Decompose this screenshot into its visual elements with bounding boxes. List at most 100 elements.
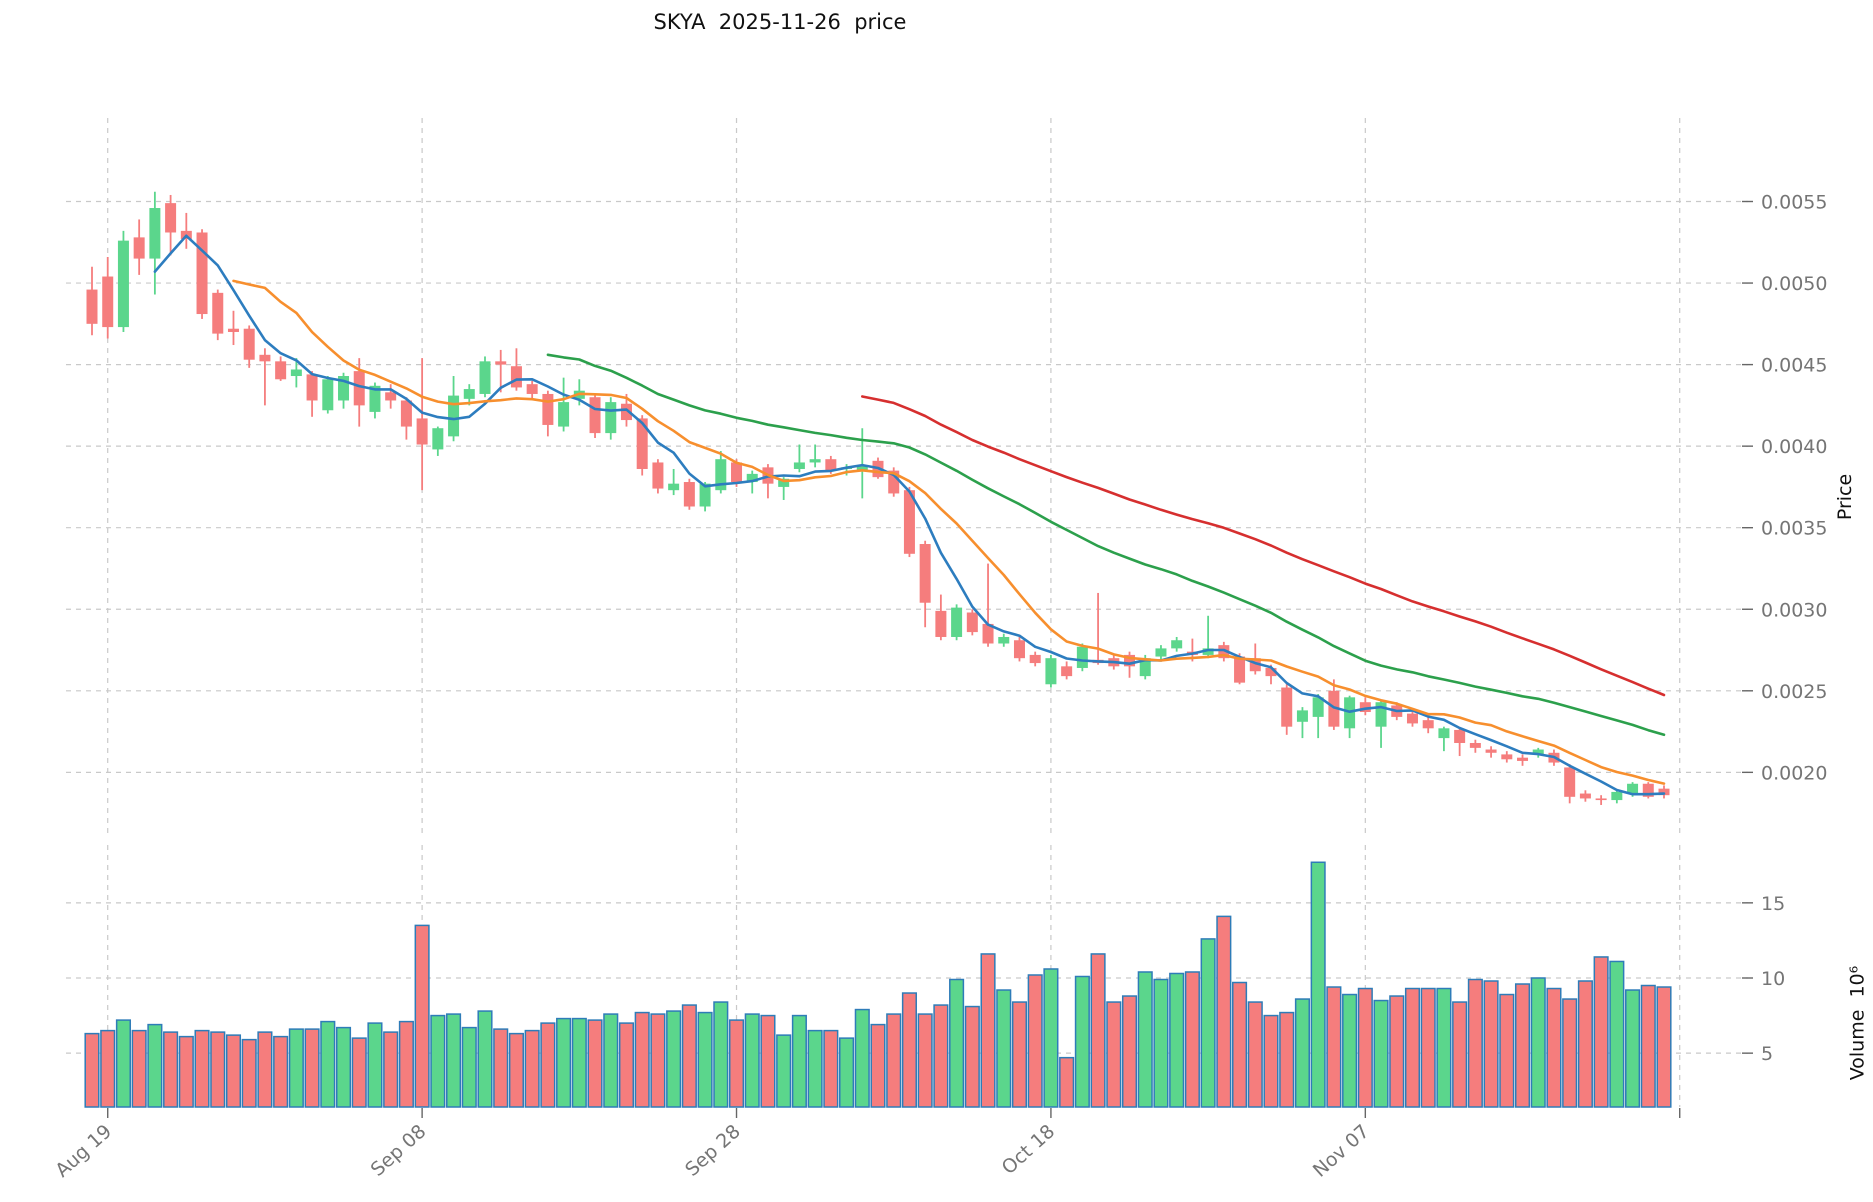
volume-bar [477, 1010, 493, 1108]
candle-body [1595, 798, 1607, 801]
candle-body [306, 374, 318, 401]
candle-body [212, 292, 224, 334]
volume-bar [1420, 987, 1436, 1108]
volume-bar [1357, 987, 1373, 1108]
candle-body [117, 240, 129, 328]
volume-bar [917, 1013, 933, 1108]
volume-bar [194, 1029, 210, 1108]
volume-bar [603, 1013, 619, 1108]
volume-bar [681, 1004, 697, 1108]
volume-bar [1106, 1001, 1122, 1108]
volume-bar [257, 1031, 273, 1108]
volume-bar [1546, 987, 1562, 1108]
candle-body [1029, 654, 1041, 664]
volume-bar [650, 1013, 666, 1108]
volume-bar [351, 1037, 367, 1108]
price-tick-label: 0.0035 [1761, 518, 1827, 540]
candle-body [1155, 648, 1167, 657]
candle-body [479, 361, 491, 394]
volume-bar [823, 1029, 839, 1108]
candle-body [1312, 697, 1324, 717]
ma-10-line [232, 279, 1666, 785]
candle-body [322, 379, 334, 411]
volume-bar [1389, 995, 1405, 1108]
candle-body [793, 462, 805, 469]
volume-bar [964, 1005, 980, 1108]
candle-body [888, 470, 900, 494]
candle-body [385, 392, 397, 401]
candle-body [589, 397, 601, 434]
volume-bar [524, 1029, 540, 1108]
volume-bar [949, 978, 965, 1108]
volume-bar [1326, 986, 1342, 1108]
volume-bar [1153, 978, 1169, 1108]
price-tick-label: 0.0030 [1761, 599, 1827, 621]
volume-bar [1577, 980, 1593, 1108]
volume-bar [933, 1004, 949, 1108]
volume-bar [1043, 968, 1059, 1108]
candle-body [369, 385, 381, 412]
volume-bar [854, 1008, 870, 1108]
volume-bar [634, 1011, 650, 1108]
date-tick-label: Sep 08 [367, 1120, 431, 1181]
volume-bar [618, 1022, 635, 1108]
candle-body [998, 636, 1010, 644]
volume-bar [1310, 861, 1326, 1108]
volume-bar [163, 1031, 179, 1108]
chart-title: SKYA 2025-11-26 price [653, 10, 907, 34]
volume-bar [367, 1022, 383, 1108]
candle-body [1375, 702, 1387, 727]
volume-bar [1121, 995, 1138, 1108]
candle-body [856, 465, 868, 471]
candle-body [1406, 713, 1418, 724]
volume-bar [839, 1037, 855, 1108]
price-tick-label: 0.0050 [1761, 273, 1827, 295]
volume-bar [1011, 1001, 1028, 1108]
volume-bar [304, 1028, 320, 1108]
candle-body [951, 607, 963, 637]
candle-body [1281, 687, 1293, 727]
candle-body [1422, 720, 1434, 729]
candle-body [1139, 658, 1151, 677]
volume-bar [115, 1019, 131, 1108]
volume-bar [1656, 986, 1672, 1108]
candle-body [1469, 742, 1481, 748]
volume-bar [1137, 971, 1153, 1108]
volume-bar [1342, 993, 1358, 1108]
candle-body [1076, 646, 1088, 668]
candle-body [1438, 728, 1450, 739]
volume-bar [571, 1017, 587, 1108]
volume-bar [320, 1020, 336, 1108]
candle-body [919, 544, 931, 603]
candle-body [102, 276, 114, 328]
candle-body [1045, 658, 1057, 685]
candle-body [1642, 783, 1654, 797]
volume-bar [807, 1029, 823, 1108]
candle-body [668, 483, 680, 491]
candle-body [1517, 757, 1529, 761]
volume-bar [225, 1034, 242, 1108]
volume-bar [84, 1032, 100, 1108]
candle-body [715, 459, 727, 491]
volume-bar [713, 1001, 729, 1108]
candle-body [558, 402, 570, 427]
date-tick-label: Sep 28 [681, 1120, 745, 1181]
candle-body [1202, 648, 1214, 655]
candle-body [1124, 654, 1136, 667]
candle-body [1532, 749, 1544, 755]
volume-bar [1216, 915, 1232, 1108]
candle-body [1454, 729, 1466, 743]
ma-50-line [860, 395, 1666, 697]
candle-body [275, 361, 287, 380]
volume-bar [870, 1023, 886, 1108]
candle-body [746, 473, 758, 483]
candle-body [1218, 645, 1230, 659]
candle-body [1564, 767, 1576, 797]
volume-tick-label: 15 [1761, 893, 1785, 915]
candle-body [809, 459, 821, 463]
volume-bar [1514, 983, 1531, 1108]
volume-bar [493, 1028, 509, 1108]
date-tick-label: Aug 19 [51, 1120, 116, 1181]
volume-bar [901, 992, 917, 1108]
candle-body [652, 462, 664, 489]
